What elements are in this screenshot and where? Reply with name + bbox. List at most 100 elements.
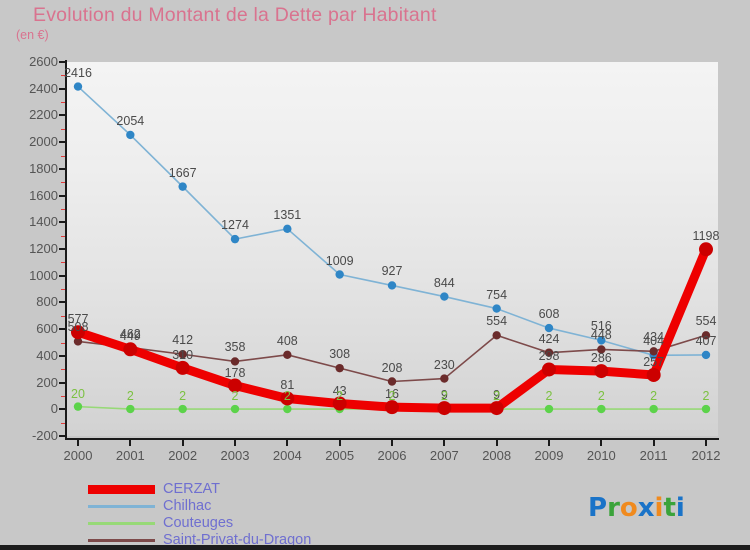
y-tick-minor [61,208,65,210]
x-tick [234,440,236,446]
x-tick-label: 2011 [639,448,668,463]
y-tick-minor [61,75,65,77]
data-point [126,130,135,140]
y-tick-label: 1000 [29,267,58,283]
data-point [335,270,344,279]
x-tick [705,440,707,446]
y-tick [59,61,65,63]
data-point [73,82,83,91]
y-tick-minor [61,128,65,130]
data-point [126,404,135,414]
y-tick-label: 2000 [29,134,58,150]
data-point [544,323,554,333]
legend-item-saint-privat-du-dragon[interactable]: Saint-Privat-du-Dragon [88,532,311,549]
data-point [71,325,85,340]
y-tick-label: -200 [31,428,58,443]
y-tick [59,381,65,384]
logo-letter: i [654,493,664,523]
y-tick-minor [61,369,65,371]
x-tick-label: 2005 [325,448,355,463]
y-tick [59,141,65,144]
y-tick-minor [61,422,65,424]
x-tick-label: 2006 [377,448,407,463]
legend-label: CERZAT [163,481,220,497]
y-tick-minor [61,102,65,104]
y-tick-label: 1600 [29,187,58,203]
y-tick-label: 1400 [29,214,58,230]
legend-swatch [88,522,155,525]
data-point [542,362,556,377]
data-point [701,331,711,340]
x-tick [548,440,550,446]
x-tick-label: 2009 [534,448,564,463]
logo-letter: o [619,493,638,523]
x-tick [77,440,79,446]
x-tick-label: 2007 [429,448,459,463]
y-tick-minor [61,342,65,344]
data-point [178,182,187,191]
data-point [283,224,292,234]
data-point [123,342,138,357]
legend-label: Saint-Privat-du-Dragon [163,532,312,548]
x-tick-label: 2003 [220,448,250,463]
legend-item-chilhac[interactable]: Chilhac [88,498,311,515]
y-tick [59,435,65,437]
y-tick [59,408,65,411]
logo-letter: x [637,493,655,523]
legend-item-cerzat[interactable]: CERZAT [88,481,311,498]
data-point [178,350,187,359]
y-tick-label: 600 [36,321,58,337]
data-point [332,396,347,411]
y-tick [59,221,65,224]
y-tick [59,194,65,197]
data-point [387,281,397,290]
legend-label: Chilhac [163,498,212,514]
data-point [335,363,344,373]
bottom-rule [0,545,750,550]
y-tick-label: 2400 [29,80,58,96]
x-tick [495,440,498,446]
x-tick [652,440,655,446]
y-tick [59,328,65,331]
x-tick [129,440,132,446]
x-tick [443,440,446,446]
x-tick [181,440,184,446]
legend-item-couteuges[interactable]: Couteuges [88,515,311,532]
data-point [73,337,83,346]
data-point [175,360,190,375]
y-tick [59,114,65,117]
x-tick-label: 2000 [63,448,93,463]
x-tick-label: 2001 [115,448,145,463]
data-point [283,404,292,414]
y-tick [59,87,65,90]
y-axis-line [65,60,67,440]
series-chilhac [73,82,711,360]
legend-swatch [88,539,155,542]
logo-letter: P [588,493,608,523]
y-tick-label: 0 [50,401,58,417]
logo-letter: t [663,493,676,523]
y-tick [59,248,65,250]
y-tick-label: 800 [36,294,58,310]
logo-letter: r [607,493,620,523]
series-line [77,85,707,357]
x-tick-label: 2004 [272,448,302,463]
data-point [649,404,658,414]
x-tick [286,440,289,446]
data-point [492,304,501,313]
x-tick [391,440,393,446]
data-point [230,404,240,414]
y-tick-minor [61,315,65,317]
data-point [492,331,501,340]
y-tick-label: 200 [36,374,58,390]
data-point [283,350,292,359]
x-tick [338,440,341,446]
data-point [489,401,504,416]
data-point [73,402,83,411]
y-tick-minor [61,262,65,264]
legend: CERZAT Chilhac Couteuges Saint-Privat-du-Dr… [88,481,311,549]
data-point [228,378,242,393]
x-tick-label: 2002 [168,448,198,463]
